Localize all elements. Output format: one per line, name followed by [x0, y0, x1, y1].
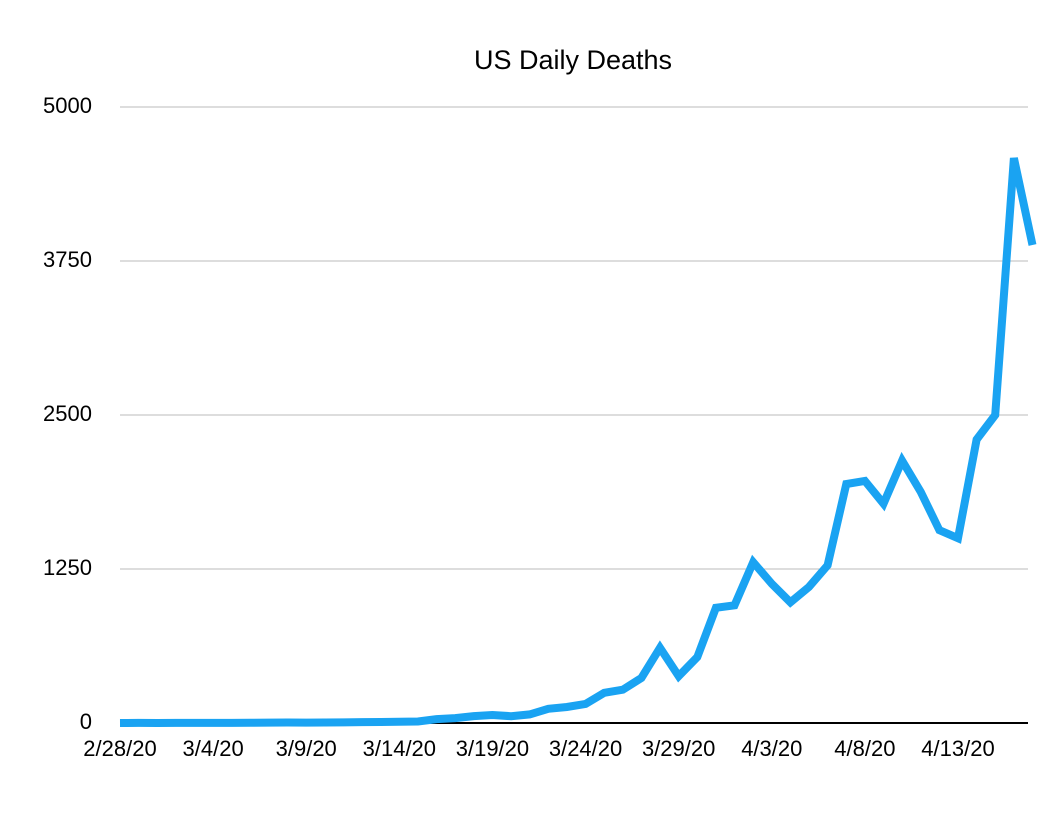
- x-tick-label: 3/14/20: [363, 736, 436, 761]
- data-line: [119, 157, 1037, 728]
- x-tick-label: 3/24/20: [549, 736, 622, 761]
- y-tick-label: 3750: [43, 247, 92, 272]
- y-tick-label: 0: [80, 709, 92, 734]
- y-tick-label: 2500: [43, 401, 92, 426]
- x-tick-label: 3/19/20: [456, 736, 529, 761]
- x-tick-label: 3/29/20: [642, 736, 715, 761]
- x-tick-label: 3/4/20: [183, 736, 244, 761]
- x-tick-label: 4/3/20: [741, 736, 802, 761]
- y-tick-label: 1250: [43, 555, 92, 580]
- x-tick-label: 3/9/20: [276, 736, 337, 761]
- chart-title: US Daily Deaths: [474, 45, 672, 75]
- y-tick-label: 5000: [43, 93, 92, 118]
- x-tick-label: 4/8/20: [834, 736, 895, 761]
- x-tick-label: 4/13/20: [921, 736, 994, 761]
- x-tick-label: 2/28/20: [83, 736, 156, 761]
